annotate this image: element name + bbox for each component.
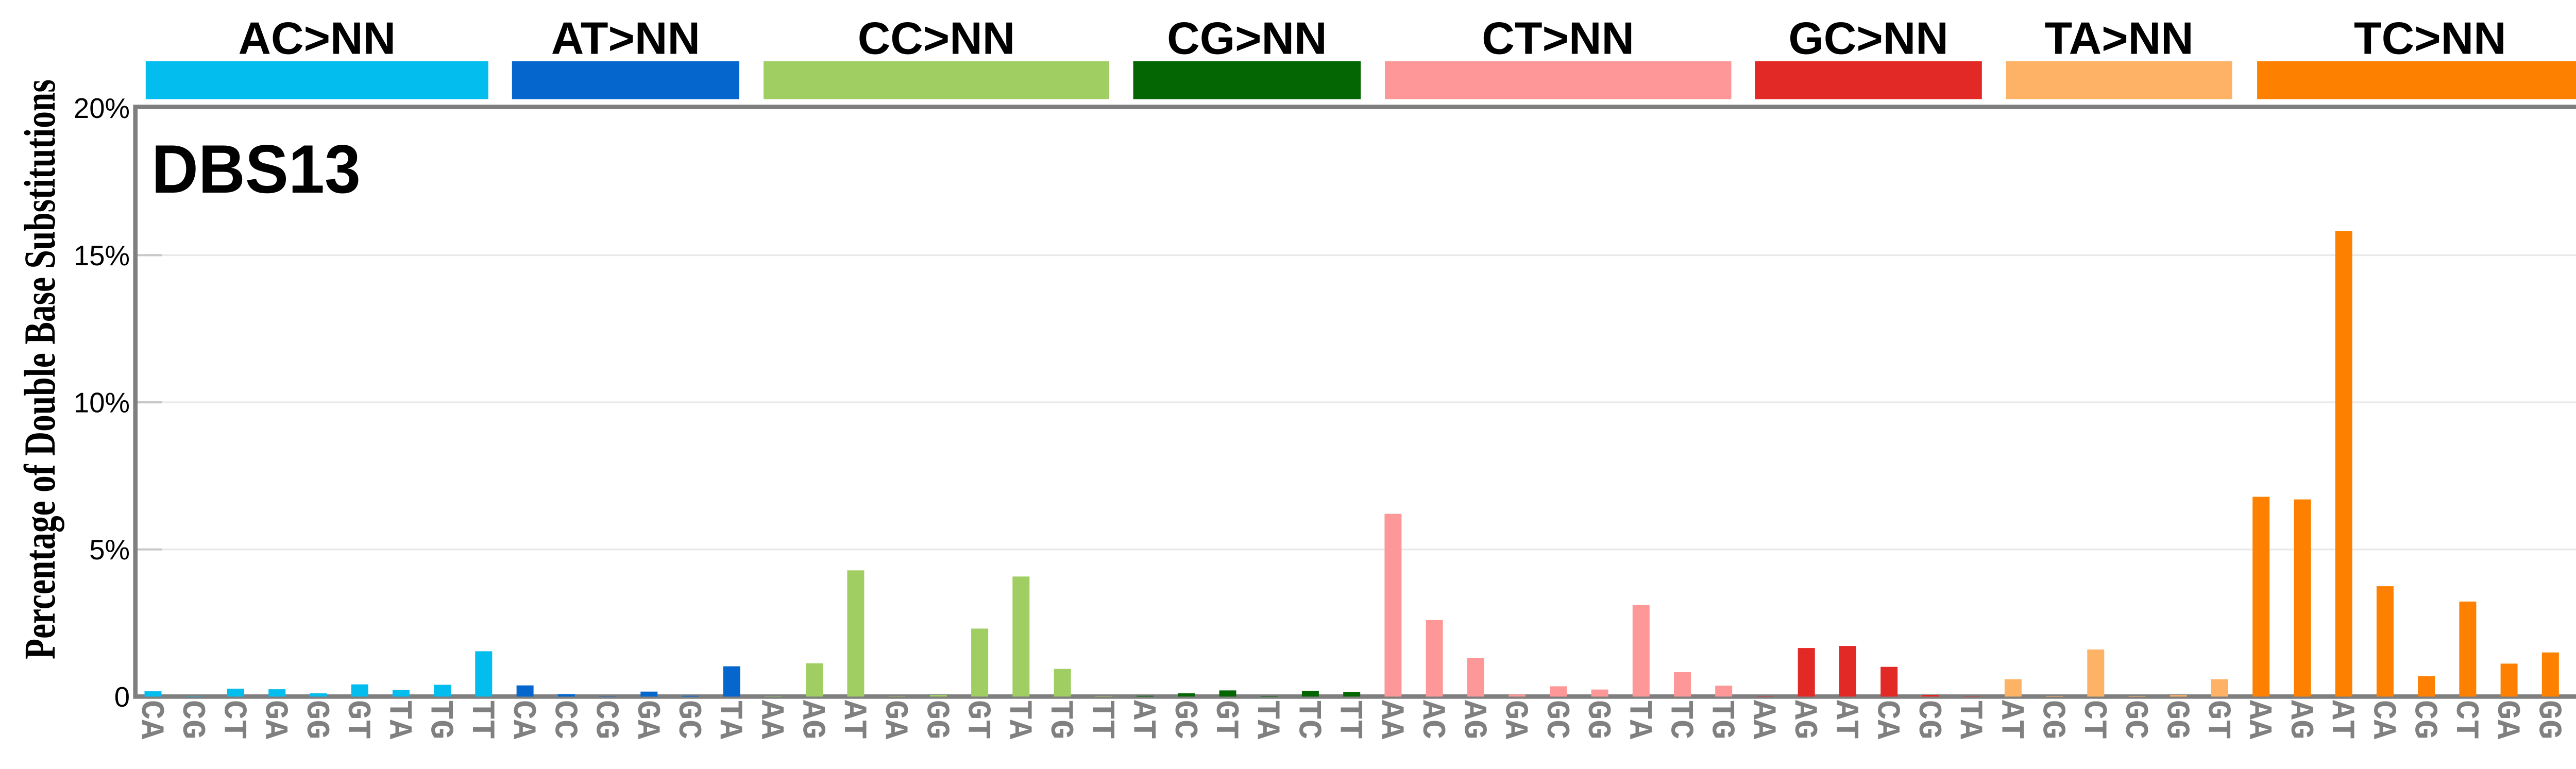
svg-text:10%: 10% — [74, 387, 130, 419]
svg-text:GG: GG — [2157, 700, 2194, 739]
svg-text:GC: GC — [2116, 700, 2153, 739]
svg-text:GC: GC — [669, 700, 706, 739]
svg-text:CA: CA — [1868, 700, 1905, 740]
svg-text:5%: 5% — [89, 534, 130, 566]
svg-text:TA: TA — [1620, 700, 1657, 740]
svg-text:AG: AG — [793, 700, 831, 739]
svg-text:TG: TG — [1703, 700, 1740, 739]
svg-text:CC: CC — [545, 700, 582, 739]
svg-text:TA: TA — [1000, 700, 1037, 740]
svg-text:0: 0 — [114, 681, 130, 713]
svg-text:CG: CG — [1909, 700, 1946, 739]
svg-text:CG>NN: CG>NN — [1167, 13, 1327, 64]
svg-text:20%: 20% — [74, 93, 130, 124]
svg-text:TA: TA — [1951, 700, 1988, 740]
svg-text:AT: AT — [835, 700, 872, 739]
svg-text:AG: AG — [1785, 700, 1822, 739]
svg-text:AA: AA — [1744, 700, 1781, 740]
svg-text:TA: TA — [1248, 700, 1285, 740]
svg-text:CG: CG — [2033, 700, 2071, 739]
svg-text:AT: AT — [1124, 700, 1161, 739]
svg-text:TA: TA — [710, 700, 748, 740]
svg-text:AC>NN: AC>NN — [239, 13, 396, 64]
svg-text:CA: CA — [2364, 700, 2401, 740]
svg-text:TG: TG — [1041, 700, 1078, 739]
svg-text:GG: GG — [297, 700, 334, 739]
svg-text:TG: TG — [421, 700, 459, 739]
svg-text:GG: GG — [1579, 700, 1616, 739]
svg-text:AT: AT — [1826, 700, 1863, 739]
svg-text:Percentage of Double Base Subs: Percentage of Double Base Substitutions — [15, 79, 64, 659]
svg-text:15%: 15% — [74, 240, 130, 271]
svg-text:CG: CG — [2405, 700, 2443, 739]
svg-text:GC: GC — [1537, 700, 1574, 739]
svg-text:TA: TA — [380, 700, 417, 740]
svg-text:GA: GA — [876, 700, 913, 740]
svg-text:DBS13: DBS13 — [151, 131, 361, 208]
svg-text:TC: TC — [1289, 700, 1326, 739]
svg-text:CT: CT — [215, 700, 252, 739]
svg-text:CC>NN: CC>NN — [858, 13, 1015, 64]
svg-text:CA: CA — [132, 700, 169, 740]
svg-text:AT: AT — [1992, 700, 2029, 739]
svg-text:CT>NN: CT>NN — [1482, 13, 1634, 64]
svg-text:GT: GT — [2571, 700, 2576, 739]
svg-text:GC>NN: GC>NN — [1788, 13, 1948, 64]
svg-text:AG: AG — [1454, 700, 1492, 739]
svg-text:CG: CG — [587, 700, 624, 739]
svg-text:AA: AA — [1372, 700, 1409, 740]
svg-text:CA: CA — [504, 700, 541, 740]
svg-text:TC>NN: TC>NN — [2354, 13, 2506, 64]
svg-text:GT: GT — [959, 700, 996, 739]
svg-text:AT: AT — [2323, 700, 2360, 739]
svg-text:GA: GA — [256, 700, 293, 740]
svg-text:TT: TT — [463, 700, 500, 739]
svg-text:AA: AA — [2240, 700, 2277, 740]
svg-text:TT: TT — [1331, 700, 1368, 739]
svg-text:AA: AA — [752, 700, 789, 740]
svg-text:GG: GG — [917, 700, 954, 739]
svg-text:GA: GA — [1496, 700, 1533, 740]
svg-text:TT: TT — [1082, 700, 1120, 739]
svg-text:GT: GT — [338, 700, 376, 739]
svg-text:GC: GC — [1165, 700, 1202, 739]
svg-text:TA>NN: TA>NN — [2044, 13, 2193, 64]
svg-text:GT: GT — [1207, 700, 1244, 739]
svg-text:GG: GG — [2529, 700, 2566, 739]
svg-text:GA: GA — [2488, 700, 2525, 740]
svg-text:GA: GA — [628, 700, 665, 740]
svg-text:AT>NN: AT>NN — [551, 13, 700, 64]
svg-text:CT: CT — [2075, 700, 2112, 739]
svg-text:GT: GT — [2199, 700, 2236, 739]
svg-text:AG: AG — [2281, 700, 2318, 739]
svg-text:AC: AC — [1413, 700, 1450, 739]
svg-text:CG: CG — [173, 700, 210, 739]
svg-text:TC: TC — [1662, 700, 1699, 739]
svg-text:CT: CT — [2447, 700, 2484, 739]
